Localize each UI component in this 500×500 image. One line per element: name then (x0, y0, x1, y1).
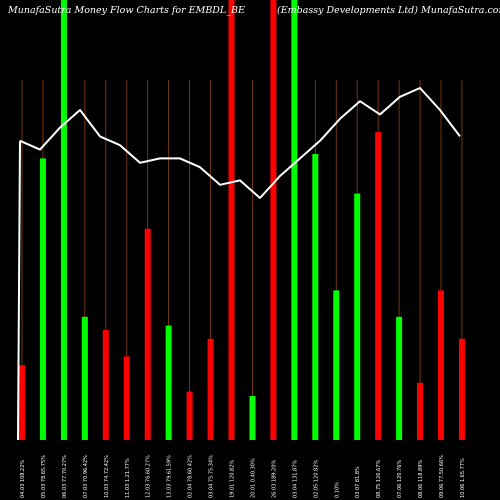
x-tick-label: 06.03 77.70.27% (62, 455, 68, 498)
bar-19 (396, 316, 403, 440)
x-tick-label: 03.04 131.87% (292, 460, 298, 498)
bar-9 (186, 391, 193, 440)
x-tick-label: 11.03 1.21.77% (125, 458, 131, 498)
bar-22 (458, 338, 465, 440)
bar-6 (123, 356, 130, 440)
bar-8 (165, 325, 172, 440)
x-tick-label: 13.03 79.61.59% (167, 455, 173, 498)
bar-10 (207, 338, 214, 440)
x-tick-label: 10.06 1.65.77% (460, 458, 466, 498)
bar-18 (375, 132, 382, 440)
bar-5 (102, 330, 109, 440)
bar-3 (60, 0, 67, 440)
bar-15 (312, 154, 319, 440)
chart-title-right: (Embassy Developments Ltd) MunafaSutra.c… (277, 5, 500, 16)
bar-7 (144, 228, 151, 440)
x-tick-label: 08.06 118.89% (418, 460, 424, 498)
x-tick-label: 04.03 108.22% (20, 460, 26, 498)
bar-13 (270, 0, 277, 440)
x-tick-label: 07.06 120.76% (397, 460, 403, 498)
x-tick-label: 07.03 70.96.42% (83, 455, 89, 498)
x-tick-label: 03.07 81.8% (355, 466, 361, 498)
bars (19, 0, 465, 440)
money-flow-line (19, 87, 461, 199)
bar-11 (228, 0, 235, 440)
x-tick-label: 26.03 189.20% (271, 460, 277, 498)
x-tick-label: 08.75 126.67% (376, 460, 382, 498)
x-tick-label: 05.03 78.65.75% (41, 455, 47, 498)
x-tick-label: 02.05 120.82% (313, 460, 319, 498)
bar-16 (333, 290, 340, 440)
chart-title-left: MunafaSutra Money Flow Charts for EMBDL_… (7, 5, 245, 16)
bar-12 (249, 396, 256, 440)
x-tick-label: 10.03 74.72.42% (104, 455, 110, 498)
x-tick-label: 19.01 120.82% (230, 460, 236, 498)
money-flow-line-group (17, 87, 461, 441)
x-tick-label: 12.03 76.60.27% (146, 455, 152, 498)
x-tick-label: 02.04 78.60.42% (188, 455, 194, 498)
bar-17 (354, 193, 361, 440)
bar-21 (438, 290, 444, 440)
bar-20 (417, 382, 424, 440)
bar-2 (39, 158, 46, 440)
x-tick-label: 03.04 75.75.34% (209, 455, 215, 498)
x-tick-label: 0.10% (334, 482, 340, 498)
money-flow-line-start (17, 140, 21, 441)
bar-1 (19, 365, 25, 440)
bar-4 (81, 316, 88, 440)
x-tick-labels: 04.03 108.22% 05.03 78.65.75% 06.03 77.70.… (20, 455, 466, 498)
x-tick-label: 20.01 0.40.30% (250, 458, 256, 498)
x-tick-label: 09.06 77.50.66% (439, 455, 445, 498)
bar-14 (291, 0, 298, 440)
